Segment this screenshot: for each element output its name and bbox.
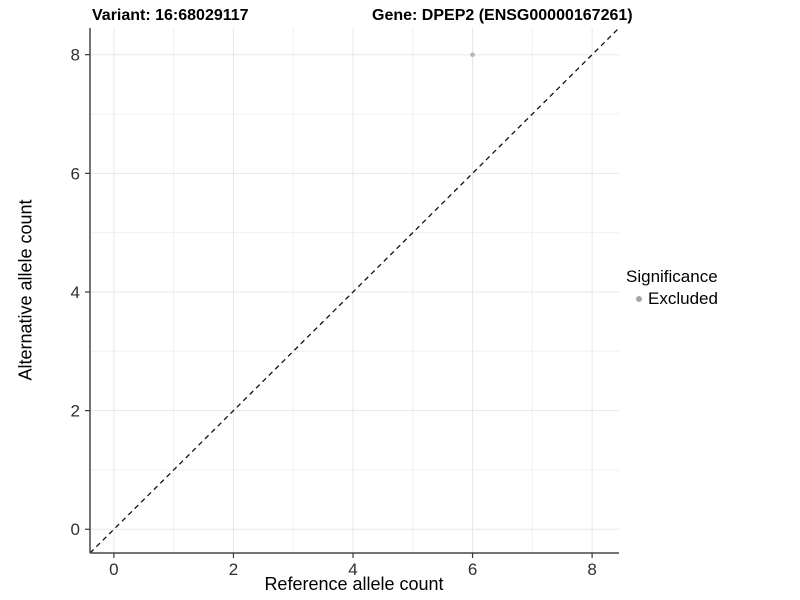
y-tick-label: 6 xyxy=(71,164,80,183)
y-tick-label: 2 xyxy=(71,402,80,421)
x-axis-title: Reference allele count xyxy=(264,574,444,594)
legend-point-icon xyxy=(636,296,642,302)
gene-title: Gene: DPEP2 (ENSG00000167261) xyxy=(372,7,633,24)
x-tick-label: 4 xyxy=(348,560,357,579)
x-tick-label: 8 xyxy=(587,560,596,579)
legend-items: Excluded xyxy=(626,289,718,309)
x-tick-label: 6 xyxy=(468,560,477,579)
x-tick-label: 2 xyxy=(229,560,238,579)
y-axis-title: Alternative allele count xyxy=(15,199,36,381)
x-tick-label: 0 xyxy=(109,560,118,579)
legend-item: Excluded xyxy=(636,289,718,309)
variant-title: Variant: 16:68029117 xyxy=(92,7,249,24)
legend: Significance Excluded xyxy=(626,266,718,309)
legend-item-label: Excluded xyxy=(648,289,718,308)
identity-line xyxy=(89,27,620,554)
data-point xyxy=(470,52,475,57)
legend-title: Significance xyxy=(626,267,718,286)
y-tick-label: 0 xyxy=(71,520,80,539)
y-tick-label: 8 xyxy=(71,46,80,65)
y-tick-label: 4 xyxy=(71,283,80,302)
